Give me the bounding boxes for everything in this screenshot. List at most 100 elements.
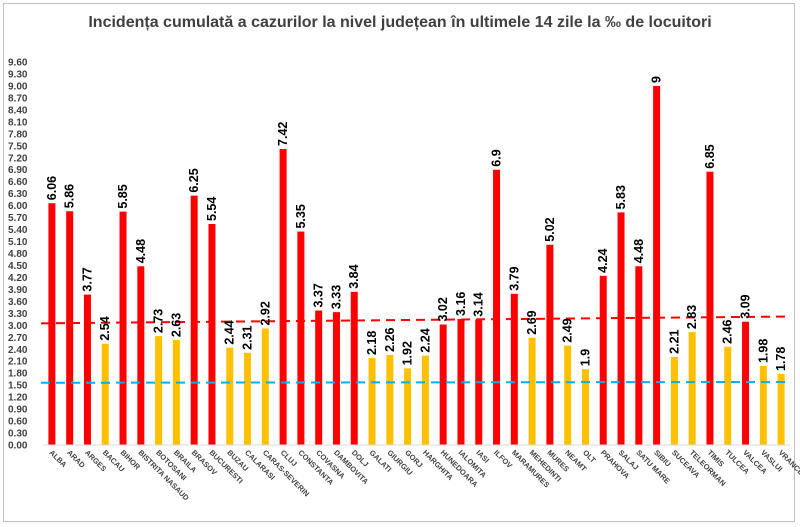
- y-tick-label: 0.90: [8, 405, 28, 416]
- data-label: 2.24: [418, 328, 432, 352]
- trend-line: [40, 315, 789, 325]
- bar: [742, 321, 750, 445]
- bar: [297, 231, 305, 445]
- bar: [137, 266, 145, 445]
- data-label: 3.79: [507, 266, 521, 290]
- bar: [617, 212, 625, 445]
- y-tick-label: 1.80: [8, 369, 28, 380]
- data-label: 5.85: [116, 184, 130, 208]
- y-tick-label: 8.10: [8, 117, 28, 128]
- data-label: 7.42: [276, 122, 290, 146]
- x-tick-label: ILFOV: [492, 448, 514, 470]
- y-tick-label: 5.10: [8, 237, 28, 248]
- data-label: 2.18: [365, 331, 379, 355]
- data-label: 1.98: [756, 339, 770, 363]
- bar: [439, 324, 447, 445]
- bar: [101, 343, 109, 445]
- bar: [546, 244, 554, 445]
- data-label: 4.48: [632, 239, 646, 263]
- data-label: 2.21: [667, 329, 681, 353]
- bar: [510, 293, 518, 445]
- bar: [653, 85, 661, 445]
- y-tick-label: 8.70: [8, 93, 28, 104]
- y-tick-label: 1.20: [8, 393, 28, 404]
- y-tick-label: 3.00: [8, 321, 28, 332]
- y-tick-label: 7.20: [8, 153, 28, 164]
- data-label: 3.33: [329, 285, 343, 309]
- data-label: 2.54: [98, 316, 112, 340]
- y-tick-label: 6.00: [8, 201, 28, 212]
- y-tick-label: 2.10: [8, 357, 28, 368]
- y-tick-label: 9.00: [8, 81, 28, 92]
- data-label: 2.26: [383, 327, 397, 351]
- y-tick-label: 5.70: [8, 213, 28, 224]
- bar: [457, 318, 465, 445]
- y-tick-label: 2.70: [8, 333, 28, 344]
- data-label: 2.46: [721, 319, 735, 343]
- data-label: 2.69: [525, 310, 539, 334]
- data-label: 3.09: [739, 294, 753, 318]
- y-tick-label: 8.40: [8, 105, 28, 116]
- bar: [226, 347, 234, 445]
- data-labels: 6.06 5.86 3.77 2.54 5.85 4.48 2.73 2.63 6.25 5.54…: [45, 76, 788, 371]
- bar: [83, 294, 91, 445]
- y-tick-label: 9.60: [8, 58, 28, 69]
- data-label: 1.78: [774, 347, 788, 371]
- data-label: 3.84: [347, 264, 361, 288]
- data-label: 4.24: [596, 248, 610, 272]
- bar: [244, 352, 252, 445]
- bar: [119, 211, 127, 445]
- y-tick-label: 9.30: [8, 69, 28, 80]
- bar: [759, 366, 767, 445]
- bar: [581, 369, 589, 445]
- bar: [724, 346, 732, 445]
- bar: [404, 368, 412, 445]
- y-tick-label: 6.60: [8, 177, 28, 188]
- y-tick-label: 7.80: [8, 129, 28, 140]
- x-tick-label: ALBA: [47, 448, 69, 470]
- y-tick-label: 5.40: [8, 225, 28, 236]
- bar: [706, 171, 714, 445]
- bar: [670, 356, 678, 445]
- chart-title: Incidența cumulată a cazurilor la nivel …: [88, 14, 712, 31]
- data-label: 1.9: [578, 349, 592, 366]
- data-label: 2.92: [258, 301, 272, 325]
- data-label: 6.06: [45, 176, 59, 200]
- y-tick-label: 4.50: [8, 261, 28, 272]
- bar: [493, 169, 501, 445]
- data-label: 2.49: [561, 318, 575, 342]
- y-tick-label: 0.30: [8, 429, 28, 440]
- chart-frame: [3, 3, 795, 522]
- data-label: 6.9: [490, 149, 504, 166]
- bar: [190, 195, 198, 445]
- y-tick-label: 4.80: [8, 249, 28, 260]
- data-label: 6.25: [187, 168, 201, 192]
- data-label: 3.14: [472, 292, 486, 316]
- bar: [332, 312, 340, 445]
- reference-lines: [40, 315, 789, 384]
- y-tick-label: 3.30: [8, 309, 28, 320]
- data-label: 2.63: [169, 313, 183, 337]
- y-tick-label: 0.00: [8, 441, 28, 452]
- data-label: 5.02: [543, 217, 557, 241]
- data-label: 5.35: [294, 204, 308, 228]
- data-label: 3.37: [312, 283, 326, 307]
- data-label: 2.44: [223, 320, 237, 344]
- bar: [777, 373, 785, 445]
- data-label: 9: [650, 76, 664, 83]
- bar: [66, 211, 74, 445]
- data-label: 1.92: [401, 341, 415, 365]
- y-tick-label: 3.60: [8, 297, 28, 308]
- y-tick-label: 6.30: [8, 189, 28, 200]
- bar: [172, 340, 180, 445]
- bar: [350, 291, 358, 445]
- bar: [368, 358, 376, 445]
- data-label: 3.16: [454, 292, 468, 316]
- data-label: 5.86: [63, 184, 77, 208]
- bar: [261, 328, 269, 445]
- data-label: 2.83: [685, 305, 699, 329]
- bars: [48, 85, 785, 446]
- bar: [279, 148, 287, 446]
- data-label: 6.85: [703, 144, 717, 168]
